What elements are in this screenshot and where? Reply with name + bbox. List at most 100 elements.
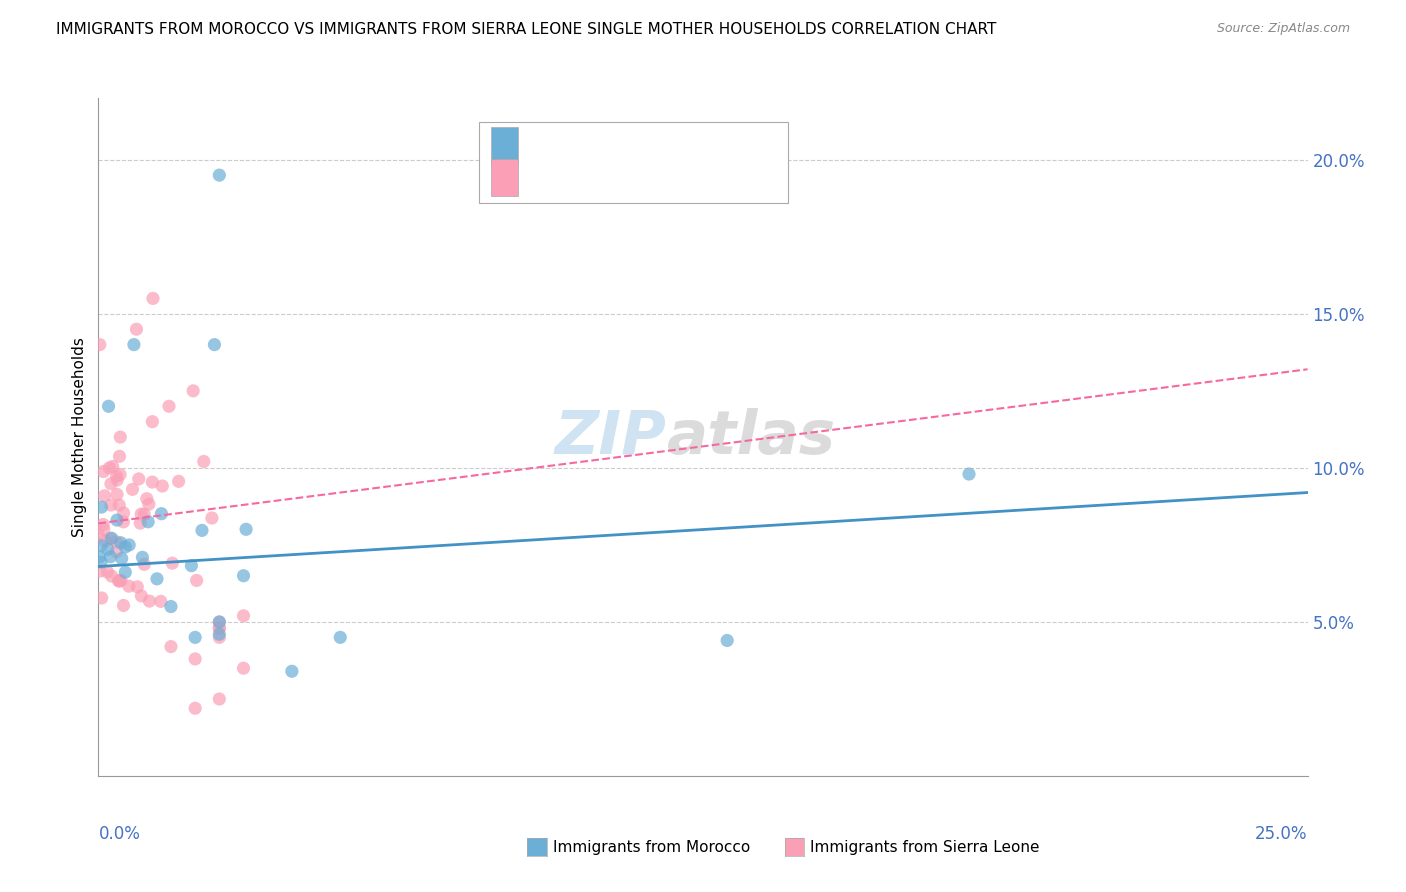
Point (716, 633, 738, 648)
Point (162, 556, 184, 570)
Point (90, 500, 112, 515)
Point (100, 498, 122, 512)
Point (114, 565, 136, 579)
Point (134, 558, 156, 572)
Point (93, 489, 115, 503)
Point (957, 467, 980, 481)
Point (135, 491, 157, 506)
Point (97, 542, 120, 557)
Point (105, 473, 128, 487)
Point (107, 574, 129, 588)
Text: 0.0%: 0.0% (98, 825, 141, 843)
Point (208, 621, 231, 635)
Text: R =: R = (530, 170, 567, 188)
Text: 25.0%: 25.0% (1256, 825, 1308, 843)
Point (138, 594, 160, 608)
Point (110, 535, 132, 549)
Point (208, 621, 231, 635)
Point (118, 538, 141, 552)
Text: ZIP: ZIP (555, 408, 666, 467)
Point (208, 615, 231, 629)
Text: IMMIGRANTS FROM MOROCCO VS IMMIGRANTS FROM SIERRA LEONE SINGLE MOTHER HOUSEHOLDS: IMMIGRANTS FROM MOROCCO VS IMMIGRANTS FR… (56, 22, 997, 37)
Text: 0.072: 0.072 (582, 170, 630, 188)
Point (149, 594, 172, 608)
Point (208, 627, 231, 641)
Point (100, 531, 122, 545)
Text: R =: R = (530, 136, 567, 154)
Point (142, 292, 165, 306)
Point (232, 661, 254, 675)
Point (281, 665, 304, 679)
Point (232, 568, 254, 582)
Point (97, 399, 120, 413)
Text: atlas: atlas (666, 408, 835, 467)
Point (181, 384, 204, 398)
Point (105, 487, 128, 501)
Text: N =: N = (643, 170, 690, 188)
Point (134, 507, 156, 521)
Point (111, 551, 134, 566)
Point (150, 507, 173, 521)
Point (208, 615, 231, 629)
Point (150, 479, 173, 493)
Point (108, 574, 131, 589)
Point (131, 589, 153, 603)
Text: 66: 66 (706, 170, 727, 188)
Point (89, 564, 111, 578)
Point (100, 476, 122, 491)
Point (100, 569, 122, 583)
Point (101, 459, 124, 474)
Point (184, 701, 207, 715)
Point (90, 555, 112, 569)
Point (108, 467, 131, 482)
Point (94, 533, 117, 548)
Point (167, 475, 190, 489)
Point (96, 565, 118, 579)
Text: N =: N = (643, 136, 690, 154)
Point (131, 550, 153, 565)
Point (105, 534, 128, 549)
Bar (492, 127, 517, 164)
Point (138, 497, 160, 511)
Point (100, 549, 122, 564)
Point (93, 523, 115, 537)
Point (98, 461, 121, 475)
Text: Immigrants from Sierra Leone: Immigrants from Sierra Leone (810, 840, 1039, 855)
Point (93, 465, 115, 479)
Point (129, 507, 152, 521)
Point (125, 322, 148, 336)
Point (329, 631, 352, 645)
Point (89, 549, 111, 564)
Point (108, 450, 131, 464)
Point (112, 506, 135, 520)
Point (118, 579, 141, 593)
Point (186, 574, 208, 588)
Point (193, 454, 215, 468)
Point (180, 558, 202, 573)
Point (204, 337, 226, 351)
Point (141, 415, 163, 429)
Point (208, 631, 231, 645)
Text: Source: ZipAtlas.com: Source: ZipAtlas.com (1216, 22, 1350, 36)
Bar (492, 159, 517, 196)
Point (90, 539, 112, 553)
Point (110, 430, 132, 444)
Point (91, 517, 114, 532)
Point (184, 652, 207, 666)
Point (201, 511, 224, 525)
Bar (479, 122, 787, 203)
Point (105, 544, 128, 558)
Point (112, 515, 135, 529)
Point (146, 572, 169, 586)
Point (128, 472, 150, 486)
Point (110, 574, 132, 588)
Y-axis label: Single Mother Households: Single Mother Households (72, 337, 87, 537)
Point (114, 540, 136, 554)
Point (112, 599, 135, 613)
Point (160, 599, 183, 614)
Point (232, 608, 254, 623)
Point (184, 631, 207, 645)
Point (127, 580, 149, 594)
Point (191, 524, 214, 538)
Point (122, 337, 145, 351)
